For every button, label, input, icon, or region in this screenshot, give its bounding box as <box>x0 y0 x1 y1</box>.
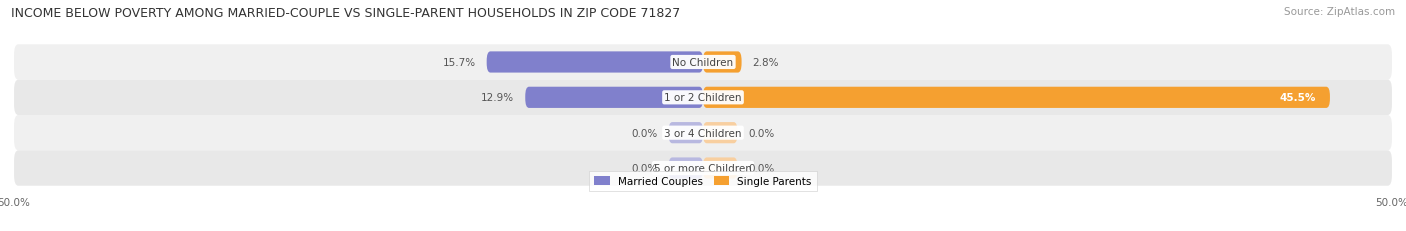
FancyBboxPatch shape <box>669 122 703 144</box>
FancyBboxPatch shape <box>703 158 738 179</box>
FancyBboxPatch shape <box>526 87 703 109</box>
FancyBboxPatch shape <box>14 80 1392 116</box>
FancyBboxPatch shape <box>14 151 1392 186</box>
Legend: Married Couples, Single Parents: Married Couples, Single Parents <box>589 171 817 192</box>
Text: 5 or more Children: 5 or more Children <box>654 163 752 173</box>
FancyBboxPatch shape <box>669 158 703 179</box>
Text: 45.5%: 45.5% <box>1279 93 1316 103</box>
FancyBboxPatch shape <box>486 52 703 73</box>
Text: 15.7%: 15.7% <box>443 58 475 68</box>
Text: 0.0%: 0.0% <box>748 128 775 138</box>
FancyBboxPatch shape <box>703 87 1330 109</box>
Text: INCOME BELOW POVERTY AMONG MARRIED-COUPLE VS SINGLE-PARENT HOUSEHOLDS IN ZIP COD: INCOME BELOW POVERTY AMONG MARRIED-COUPL… <box>11 7 681 20</box>
Text: 0.0%: 0.0% <box>631 128 658 138</box>
Text: Source: ZipAtlas.com: Source: ZipAtlas.com <box>1284 7 1395 17</box>
Text: No Children: No Children <box>672 58 734 68</box>
FancyBboxPatch shape <box>14 116 1392 151</box>
Text: 2.8%: 2.8% <box>752 58 779 68</box>
Text: 12.9%: 12.9% <box>481 93 515 103</box>
Text: 1 or 2 Children: 1 or 2 Children <box>664 93 742 103</box>
FancyBboxPatch shape <box>14 45 1392 80</box>
FancyBboxPatch shape <box>703 122 738 144</box>
Text: 0.0%: 0.0% <box>631 163 658 173</box>
Text: 0.0%: 0.0% <box>748 163 775 173</box>
FancyBboxPatch shape <box>703 52 741 73</box>
Text: 3 or 4 Children: 3 or 4 Children <box>664 128 742 138</box>
